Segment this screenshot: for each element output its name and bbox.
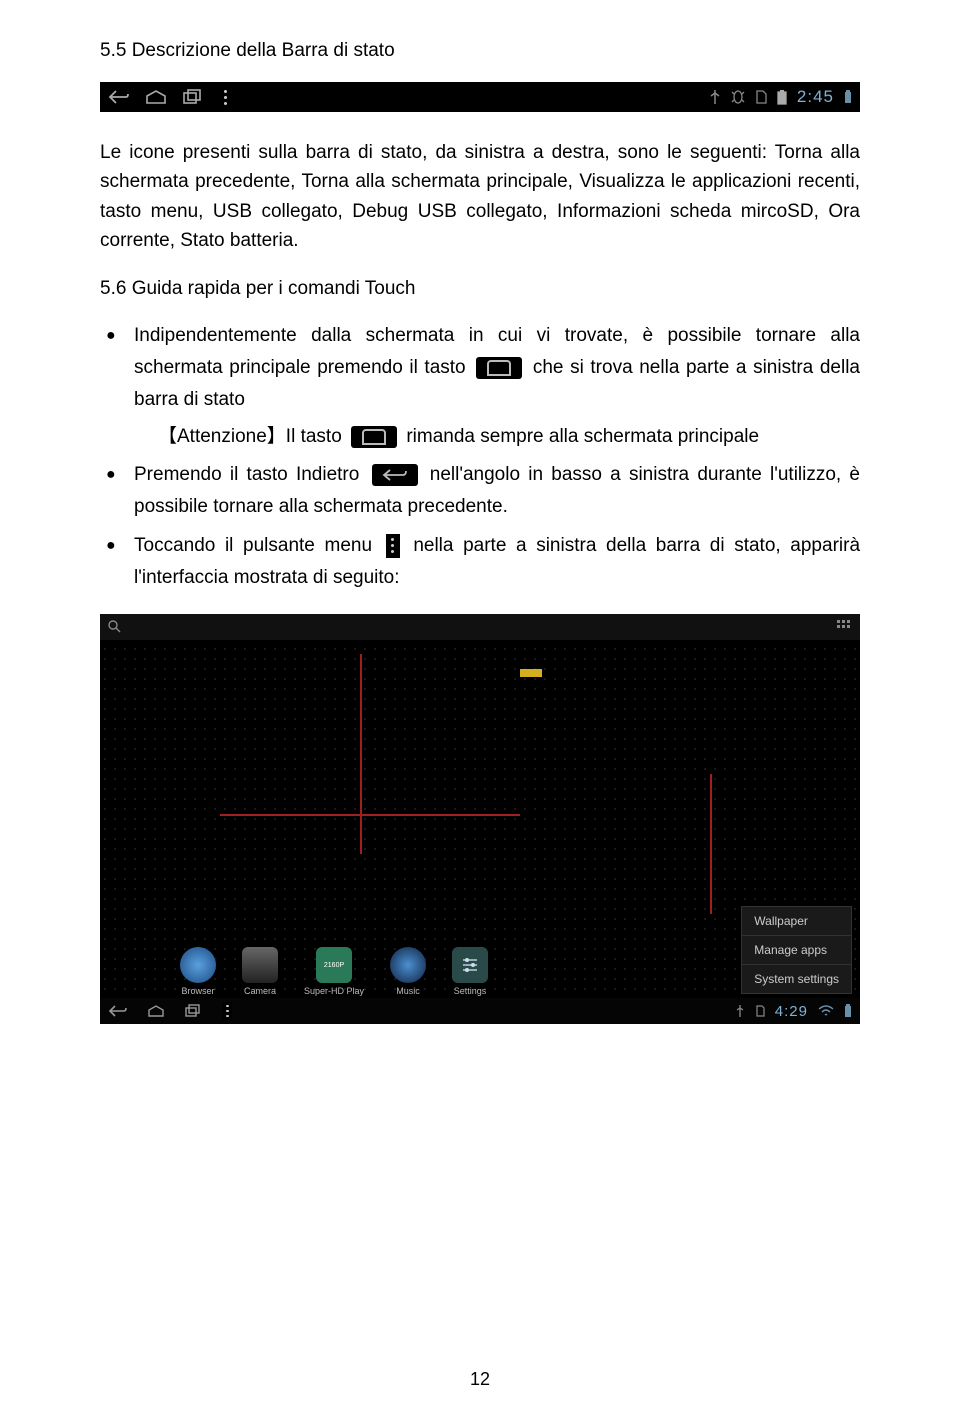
settings-icon: [452, 947, 488, 983]
bullet-1: Indipendentemente dalla schermata in cui…: [100, 320, 860, 453]
search-icon: [108, 620, 122, 634]
browser-icon: [180, 947, 216, 983]
app-label: Browser: [181, 986, 214, 996]
page-number: 12: [0, 1369, 960, 1390]
recent-icon: [182, 89, 204, 105]
wifi-icon: [818, 1005, 834, 1017]
app-label: Settings: [454, 986, 487, 996]
attention-label: 【Attenzione】Il tasto: [158, 426, 342, 447]
app-music[interactable]: Music: [390, 947, 426, 996]
camera-icon: [242, 947, 278, 983]
back-icon: [108, 1004, 128, 1018]
superhd-icon: 2160P: [316, 947, 352, 983]
bs-right-group: 4:29: [735, 1003, 852, 1020]
bs-bottom-statusbar: 4:29: [100, 998, 860, 1024]
recent-icon: [184, 1004, 204, 1018]
statusbar-left-group: [108, 85, 232, 109]
red-line-v1: [360, 654, 362, 854]
statusbar-top-screenshot: 2:45: [100, 82, 860, 112]
bs-clock: 4:29: [775, 1003, 808, 1020]
debug-icon: [731, 89, 745, 105]
usb-icon: [709, 89, 721, 105]
app-camera[interactable]: Camera: [242, 947, 278, 996]
back-icon: [108, 89, 130, 105]
attention-line: 【Attenzione】Il tasto rimanda sempre alla…: [134, 421, 860, 453]
bullet-list: Indipendentemente dalla schermata in cui…: [100, 320, 860, 594]
apps-grid-icon: [836, 619, 852, 635]
menu-icon: [218, 85, 232, 109]
menu-key-icon: [386, 534, 400, 558]
app-superhd[interactable]: 2160P Super-HD Play: [304, 947, 364, 996]
bullet-2-pre: Premendo il tasto Indietro: [134, 464, 359, 485]
home-key-icon-2: [351, 426, 397, 448]
sd-icon: [755, 89, 767, 105]
statusbar-right-group: 2:45: [709, 87, 852, 107]
red-line-v2: [710, 774, 712, 914]
battery-icon: [777, 89, 787, 105]
home-icon: [146, 1004, 166, 1018]
attention-post: rimanda sempre alla schermata principale: [406, 426, 759, 447]
home-icon: [144, 89, 168, 105]
red-line-h1: [220, 814, 520, 816]
home-screen-screenshot: Wallpaper Manage apps System settings Br…: [100, 614, 860, 1024]
app-dock: Browser Camera 2160P Super-HD Play Music…: [100, 932, 860, 996]
app-settings[interactable]: Settings: [452, 947, 488, 996]
usb-icon: [735, 1004, 745, 1018]
statusbar-clock: 2:45: [797, 87, 834, 107]
bullet-3: Toccando il pulsante menu nella parte a …: [100, 530, 860, 595]
back-key-icon: [372, 464, 418, 486]
sd-icon: [755, 1004, 765, 1018]
section-5-6-heading: 5.6 Guida rapida per i comandi Touch: [100, 278, 860, 300]
yellow-marker: [520, 669, 542, 677]
app-label: Camera: [244, 986, 276, 996]
section-5-5-heading: 5.5 Descrizione della Barra di stato: [100, 40, 860, 62]
bs-left-group: [108, 1002, 232, 1020]
app-label: Super-HD Play: [304, 986, 364, 996]
bullet-2: Premendo il tasto Indietro nell'angolo i…: [100, 459, 860, 524]
music-icon: [390, 947, 426, 983]
section-5-5-paragraph: Le icone presenti sulla barra di stato, …: [100, 138, 860, 256]
app-browser[interactable]: Browser: [180, 947, 216, 996]
battery-icon-2: [844, 90, 852, 104]
battery-icon: [844, 1004, 852, 1018]
menu-icon: [222, 1002, 232, 1020]
bullet-3-pre: Toccando il pulsante menu: [134, 535, 372, 556]
app-label: Music: [396, 986, 420, 996]
home-key-icon: [476, 357, 522, 379]
bs-topbar: [100, 614, 860, 640]
